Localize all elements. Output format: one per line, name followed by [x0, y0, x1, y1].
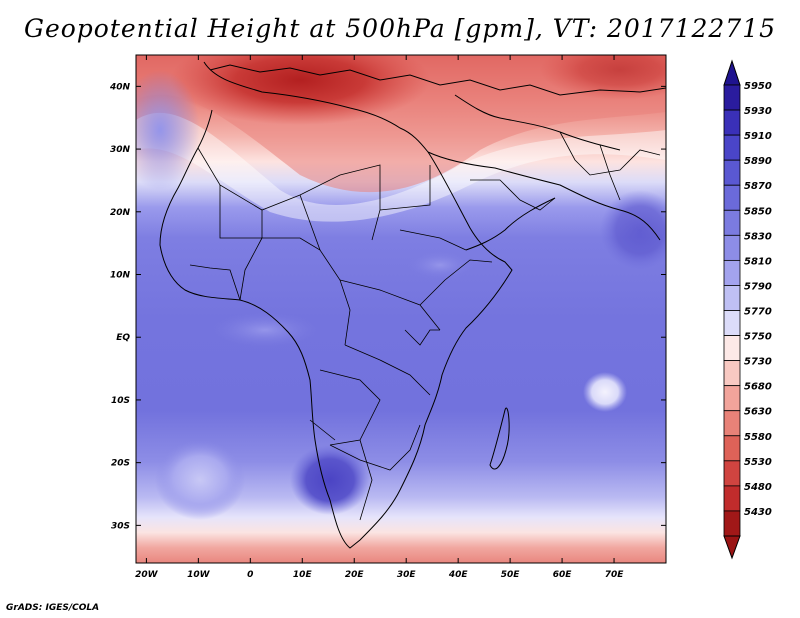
legend-level-label: 5580: [744, 432, 772, 443]
legend-swatch: [723, 209, 741, 236]
lat-tick-label: 40N: [109, 82, 131, 92]
lon-tick-label: 20E: [345, 570, 365, 580]
lat-tick-label: 10S: [111, 396, 130, 406]
legend-level-label: 5850: [744, 206, 772, 217]
lon-tick-label: 40E: [448, 570, 469, 580]
legend-swatch: [723, 485, 741, 512]
legend-level-label: 5480: [744, 482, 772, 493]
legend-swatch: [723, 159, 741, 186]
legend-swatch: [723, 385, 741, 412]
legend-swatch: [723, 335, 741, 362]
legend-swatch: [723, 510, 741, 537]
legend-level-label: 5730: [744, 357, 772, 368]
lon-tick-label: 60E: [553, 570, 573, 580]
lat-tick-label: 10N: [110, 271, 131, 281]
legend-level-label: 5910: [744, 131, 772, 142]
legend-level-label: 5890: [744, 156, 772, 167]
legend-swatch: [723, 184, 741, 211]
axis-labels: 20W 10W 0 10E 20E 30E 40E 50E 60E 70E 40N 30N 20N 10N…: [109, 82, 624, 580]
lon-tick-label: 10E: [293, 570, 313, 580]
legend-arrow-min: [723, 535, 741, 560]
color-legend: 5950 5930 5910 5890 5870 5850 5830 5810 5790 5770…: [723, 59, 772, 560]
legend-swatch: [723, 234, 741, 261]
legend-swatch: [723, 134, 741, 161]
legend-arrow-max: [723, 59, 741, 86]
legend-swatch: [723, 285, 741, 311]
legend-swatch: [723, 360, 741, 387]
legend-level-label: 5810: [744, 256, 772, 267]
legend-level-label: 5680: [744, 382, 772, 393]
lat-tick-label: 20S: [111, 459, 130, 469]
legend-level-label: 5750: [744, 332, 772, 343]
lon-tick-label: 10W: [187, 570, 211, 580]
legend-swatch: [723, 84, 741, 111]
legend-swatch: [723, 109, 741, 136]
legend-level-label: 5430: [744, 507, 772, 518]
legend-level-label: 5630: [744, 407, 772, 418]
legend-level-label: 5530: [744, 457, 772, 468]
lat-tick-label: EQ: [116, 333, 130, 343]
lat-tick-label: 30N: [110, 145, 131, 155]
lon-tick-label: 50E: [501, 570, 521, 580]
legend-level-label: 5830: [744, 231, 772, 242]
legend-level-label: 5790: [744, 281, 772, 292]
legend-swatch: [723, 310, 741, 336]
legend-swatch: [723, 410, 741, 437]
height-field: [136, 55, 666, 563]
country-borders: [189, 131, 661, 521]
lon-tick-label: 30E: [397, 570, 417, 580]
legend-swatch: [723, 435, 741, 462]
lat-tick-label: 20N: [110, 208, 131, 218]
legend-level-label: 5950: [744, 81, 772, 92]
legend-level-label: 5870: [744, 181, 772, 192]
coastlines: [159, 61, 666, 549]
legend-level-label: 5770: [744, 307, 772, 318]
legend-swatch: [723, 259, 741, 286]
grads-credit: GrADS: IGES/COLA: [6, 603, 100, 613]
plot-frame: [135, 54, 667, 564]
legend-swatch: [723, 460, 741, 487]
lat-tick-label: 30S: [111, 521, 130, 531]
legend-level-label: 5930: [744, 106, 772, 117]
axis-ticks: [136, 55, 666, 563]
lon-tick-label: 20W: [135, 570, 159, 580]
map-title: Geopotential Height at 500hPa [gpm], VT:…: [23, 14, 777, 43]
lon-tick-label: 0: [247, 570, 253, 580]
lon-tick-label: 70E: [605, 570, 625, 580]
